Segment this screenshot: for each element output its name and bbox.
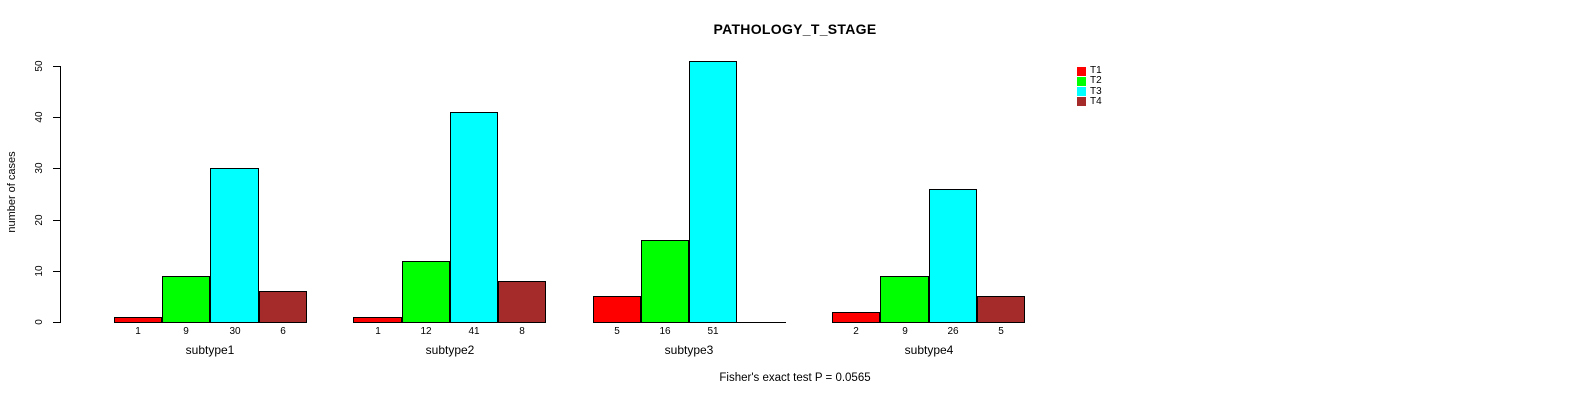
y-tick-label: 20 (34, 214, 45, 226)
bar (832, 312, 880, 323)
bar-value-label: 5 (614, 326, 620, 337)
bar-value-label: 8 (519, 326, 525, 337)
bar-value-label: 16 (659, 326, 671, 337)
bar (114, 317, 162, 323)
y-tick (53, 66, 60, 67)
legend-label: T4 (1090, 95, 1102, 107)
bar (880, 276, 929, 323)
bar-value-label: 9 (902, 326, 908, 337)
bar (498, 281, 546, 323)
legend-item: T3 (1077, 85, 1102, 97)
bar (162, 276, 210, 323)
y-tick-label: 40 (34, 111, 45, 123)
bar (641, 240, 689, 323)
bar-value-label: 12 (420, 326, 432, 337)
category-label: subtype1 (185, 343, 235, 357)
bar-value-label: 5 (998, 326, 1004, 337)
bar-value-label: 1 (375, 326, 381, 337)
bar (977, 296, 1025, 323)
y-axis-line (60, 66, 61, 323)
y-tick (53, 168, 60, 169)
chart-title: PATHOLOGY_T_STAGE (713, 21, 877, 37)
y-tick-label: 10 (34, 265, 45, 277)
y-tick (53, 117, 60, 118)
category-label: subtype3 (664, 343, 714, 357)
y-tick-label: 50 (34, 60, 45, 72)
bar-value-label: 6 (280, 326, 286, 337)
y-tick-label: 30 (34, 162, 45, 174)
legend-item: T1 (1077, 66, 1102, 76)
bar (929, 189, 977, 323)
category-label: subtype4 (904, 343, 954, 357)
bar (210, 168, 259, 323)
bar (353, 317, 402, 323)
bar-value-label: 51 (707, 326, 719, 337)
y-tick (53, 220, 60, 221)
y-tick (53, 322, 60, 323)
bar (259, 291, 307, 323)
legend-swatch-icon (1077, 87, 1086, 97)
bar (737, 322, 786, 323)
y-tick (53, 271, 60, 272)
bar (402, 261, 450, 323)
bar (689, 61, 737, 323)
legend-item: T4 (1077, 95, 1102, 107)
bar-value-label: 9 (183, 326, 189, 337)
bar (450, 112, 498, 323)
legend-label: T3 (1090, 85, 1102, 97)
legend-label: T1 (1090, 65, 1102, 76)
bar-value-label: 2 (853, 326, 859, 337)
legend-swatch-icon (1077, 76, 1086, 86)
bar-value-label: 26 (947, 326, 959, 337)
bar-value-label: 1 (135, 326, 141, 337)
legend-label: T2 (1090, 75, 1102, 87)
bar-value-label: 30 (229, 326, 241, 337)
y-axis-label: number of cases (6, 151, 18, 233)
legend-swatch-icon (1077, 97, 1086, 107)
legend-swatch-icon (1077, 66, 1086, 76)
y-tick-label: 0 (34, 319, 45, 325)
category-label: subtype2 (425, 343, 475, 357)
bar-value-label: 41 (468, 326, 480, 337)
bar (593, 296, 641, 323)
annotation-text: Fisher's exact test P = 0.0565 (719, 372, 871, 384)
legend-item: T2 (1077, 76, 1102, 86)
